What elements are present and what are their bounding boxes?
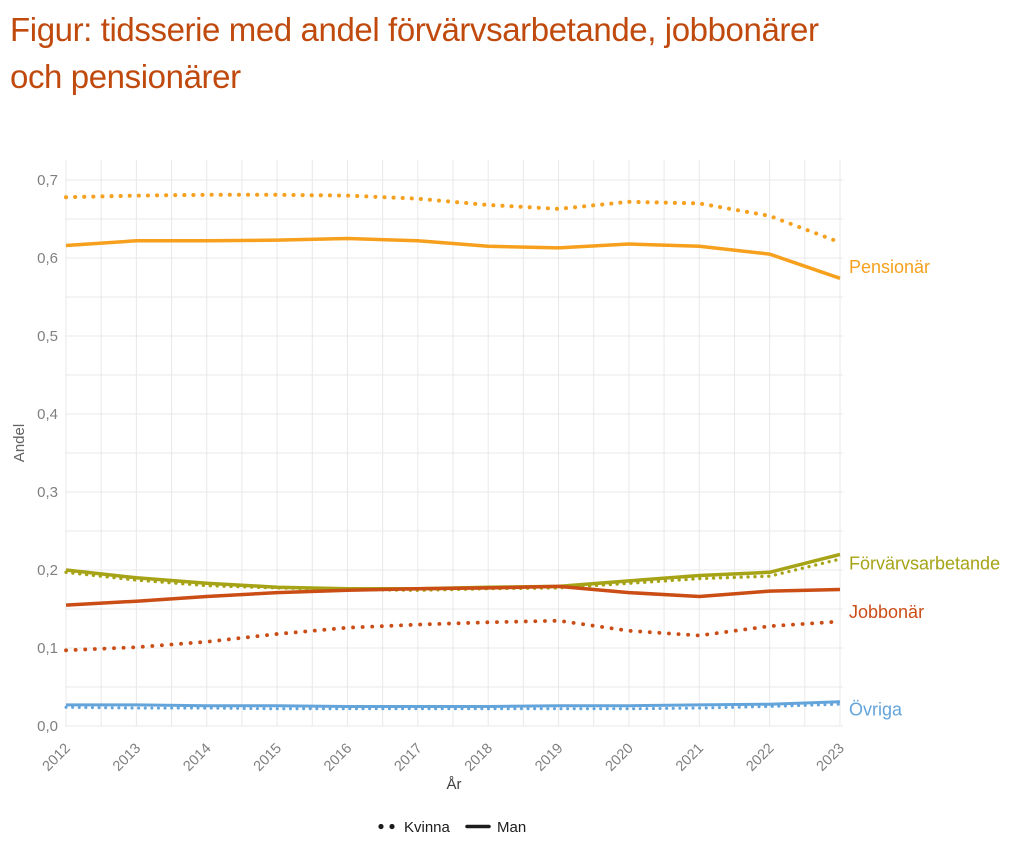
legend-label-man: Man (497, 819, 526, 836)
x-tick-label: 2019 (532, 741, 566, 775)
legend-dotted-marker (378, 823, 384, 830)
x-tick-label: 2023 (814, 741, 848, 775)
legend-dotted-marker (389, 823, 395, 830)
y-tick-label: 0,2 (37, 562, 58, 579)
x-tick-label: 2012 (40, 741, 74, 775)
y-tick-label: 0,5 (37, 328, 58, 345)
y-tick-label: 0,6 (37, 250, 58, 267)
y-tick-label: 0,0 (37, 718, 58, 735)
series-line-vriga-man (66, 700, 841, 708)
figure-title: Figur: tidsserie med andel förvärvsarbet… (10, 6, 1020, 100)
y-axis-title: Andel (11, 424, 28, 462)
x-tick-label: 2015 (251, 741, 285, 775)
series-line-jobbonr-man (65, 584, 841, 607)
x-tick-label: 2014 (180, 741, 214, 775)
x-tick-label: 2020 (603, 741, 637, 775)
series-line-pensionr-man (65, 236, 841, 280)
figure-title-line1: Figur: tidsserie med andel förvärvsarbet… (10, 11, 819, 48)
series-line-pensionr-kvinna (64, 192, 842, 245)
y-tick-label: 0,1 (37, 640, 58, 657)
y-tick-label: 0,7 (37, 172, 58, 189)
legend-label-kvinna: Kvinna (404, 819, 451, 836)
category-label-frvrvsarbetande: Förvärvsarbetande (849, 553, 1000, 573)
category-label-pensionr: Pensionär (849, 257, 930, 277)
x-tick-label: 2022 (743, 741, 777, 775)
figure-title-line2: och pensionärer (10, 58, 241, 95)
x-tick-label: 2013 (110, 741, 144, 775)
y-tick-label: 0,3 (37, 484, 58, 501)
x-axis-title: År (447, 776, 462, 793)
y-tick-label: 0,4 (37, 406, 58, 423)
x-tick-label: 2017 (392, 741, 426, 775)
category-label-jobbonr: Jobbonär (849, 602, 924, 622)
x-tick-label: 2016 (321, 741, 355, 775)
x-tick-label: 2021 (673, 741, 707, 775)
x-tick-label: 2018 (462, 741, 496, 775)
category-label-vriga: Övriga (849, 700, 903, 720)
